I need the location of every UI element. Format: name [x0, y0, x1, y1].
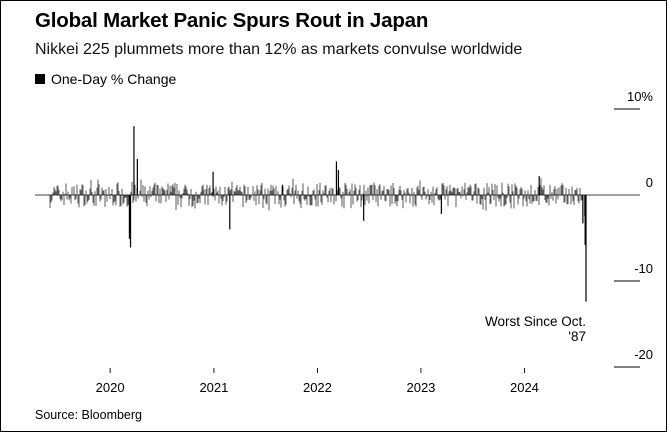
legend-swatch	[35, 74, 45, 84]
y-tick-label: -20	[634, 347, 653, 362]
annotation-line-2: '87	[568, 329, 586, 344]
annotation-line-1: Worst Since Oct.	[485, 314, 586, 329]
x-axis: 2020 2021 2022 2023 2024	[96, 368, 539, 395]
bars-group	[49, 126, 587, 302]
x-tick-label: 2023	[406, 380, 435, 395]
x-tick-label: 2021	[199, 380, 228, 395]
y-tick-label: 0	[646, 175, 653, 190]
chart-title: Global Market Panic Spurs Rout in Japan	[35, 9, 429, 32]
legend: One-Day % Change	[35, 71, 176, 87]
annotations-group: Worst Since Oct.'87	[485, 314, 586, 344]
y-tick-label: 10%	[627, 89, 653, 104]
x-tick-label: 2024	[510, 380, 539, 395]
legend-label: One-Day % Change	[51, 71, 177, 87]
source-note: Source: Bloomberg	[35, 408, 143, 422]
x-tick-label: 2022	[303, 380, 332, 395]
x-tick-label: 2020	[96, 380, 125, 395]
chart-subtitle: Nikkei 225 plummets more than 12% as mar…	[35, 41, 523, 58]
y-axis: 10% 0 -10 -20	[614, 89, 653, 368]
y-tick-label: -10	[634, 261, 653, 276]
